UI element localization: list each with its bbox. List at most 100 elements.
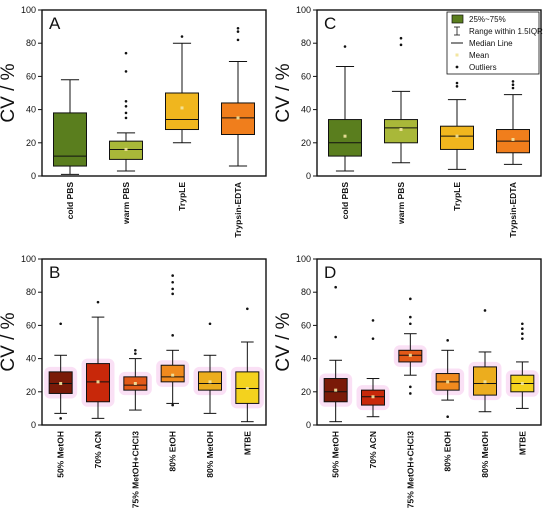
mean-marker	[236, 116, 240, 120]
mean-marker	[180, 106, 184, 110]
mean-marker	[124, 147, 128, 151]
y-tick-label: 40	[301, 105, 311, 115]
x-category-label: cold PBS	[340, 182, 350, 220]
x-category-label: warm PBS	[396, 182, 406, 225]
y-axis-label: CV / %	[0, 312, 19, 371]
outlier-point	[371, 319, 375, 322]
box-2	[384, 36, 418, 164]
legend-label: Outliers	[469, 63, 497, 72]
legend-label: Mean	[469, 51, 489, 60]
outlier-point	[171, 280, 174, 284]
outlier-point	[124, 104, 128, 108]
y-axis-label: CV / %	[273, 312, 294, 371]
panel-label: C	[324, 14, 336, 33]
legend-item-3: Median Line	[451, 39, 513, 48]
y-tick-label: 80	[301, 287, 311, 297]
box-body	[328, 119, 362, 157]
y-tick-label: 80	[301, 38, 311, 48]
y-tick-label: 60	[26, 71, 36, 81]
box-1	[53, 79, 87, 175]
outlier-point	[511, 80, 515, 83]
box-body	[165, 92, 199, 131]
legend-item-1: 25%~75%	[451, 14, 506, 24]
box-4	[496, 80, 530, 165]
y-tick-label: 100	[21, 254, 36, 264]
x-category-label: 50% MetOH	[56, 431, 66, 478]
box-4	[156, 274, 190, 407]
y-tick-label: 100	[296, 5, 311, 15]
mean-marker	[455, 134, 459, 138]
y-tick-label: 0	[31, 420, 36, 430]
outlier-point	[334, 335, 337, 339]
outlier-point	[124, 70, 128, 73]
legend-label: 25%~75%	[469, 15, 506, 24]
x-category-label: 70% ACN	[368, 431, 378, 468]
mean-marker	[446, 380, 450, 384]
x-category-label: warm PBS	[121, 182, 131, 225]
outlier-point	[455, 85, 459, 88]
y-tick-label: 20	[301, 138, 311, 148]
outlier-point	[236, 30, 240, 33]
legend-swatch-outlier	[455, 65, 459, 69]
outlier-point	[180, 35, 184, 38]
outlier-point	[409, 322, 412, 326]
legend-item-4: Mean	[455, 51, 489, 60]
x-category-label: MTBE	[242, 431, 252, 455]
y-tick-label: 80	[26, 287, 36, 297]
y-tick-label: 40	[301, 354, 311, 364]
x-category-label: 80% EtOH	[168, 431, 178, 472]
x-category-label: 80% MetOH	[205, 431, 215, 478]
box-2	[81, 300, 115, 419]
outlier-point	[483, 309, 487, 312]
y-tick-label: 0	[31, 171, 36, 181]
outlier-point	[446, 415, 449, 419]
outlier-point	[171, 334, 174, 337]
outlier-point	[334, 285, 337, 289]
plot-frame	[316, 9, 542, 177]
box-body	[160, 364, 185, 383]
y-tick-label: 40	[26, 105, 36, 115]
outlier-point	[171, 287, 174, 291]
box-3	[393, 297, 427, 395]
chart-panel-d: 0 20 40 60 80 100 CV / % D 50% MetOH 70% ACN 75% M…	[273, 254, 542, 509]
outlier-point	[521, 327, 524, 331]
outlier-point	[236, 38, 240, 42]
outlier-point	[59, 322, 62, 326]
legend-item-5: Outliers	[455, 63, 497, 72]
outlier-point	[134, 349, 137, 352]
plot-frame	[41, 258, 267, 426]
box-3	[440, 81, 474, 170]
legend-swatch-box	[451, 14, 464, 24]
x-category-label: 75% MetOH+CHCl3	[405, 431, 415, 509]
y-tick-label: 40	[26, 354, 36, 364]
plot-frame	[41, 9, 267, 177]
y-tick-label: 20	[26, 387, 36, 397]
x-category-label: 80% MetOH	[480, 431, 490, 478]
outlier-point	[521, 337, 524, 340]
y-tick-label: 60	[26, 320, 36, 330]
outlier-point	[246, 307, 249, 311]
panel-label: D	[324, 263, 336, 282]
outlier-point	[124, 116, 128, 120]
legend-label: Range within 1.5IQR	[469, 27, 543, 36]
box-1	[319, 285, 353, 423]
outlier-point	[59, 417, 62, 420]
legend-swatch-mean	[455, 53, 459, 57]
mean-marker	[133, 382, 137, 385]
plot-frame	[316, 258, 542, 426]
outlier-point	[409, 392, 412, 395]
mean-marker	[399, 128, 403, 132]
outlier-point	[521, 322, 524, 326]
mean-marker	[511, 137, 515, 141]
outlier-point	[399, 36, 403, 40]
outlier-point	[511, 83, 515, 86]
box-body	[440, 125, 474, 150]
outlier-point	[511, 86, 515, 90]
box-body	[384, 119, 418, 144]
outlier-point	[455, 81, 459, 85]
x-category-label: TrypLE	[452, 182, 462, 211]
mean-marker	[520, 382, 524, 385]
mean-marker	[408, 353, 412, 357]
